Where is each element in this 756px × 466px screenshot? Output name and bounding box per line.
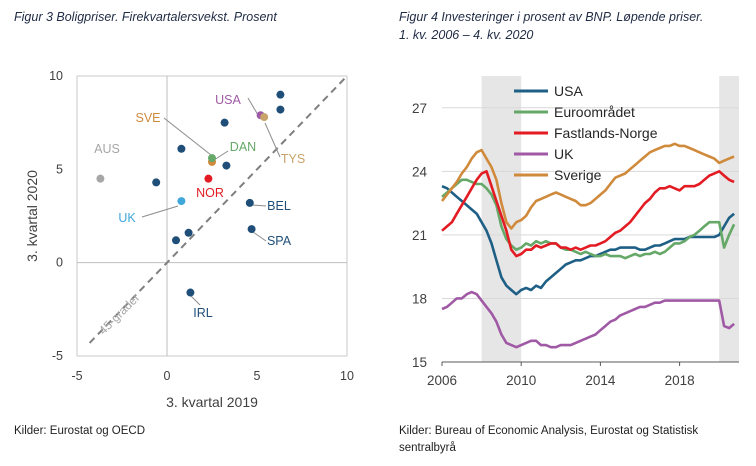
point [222,161,231,170]
point-label-tys: TYS [281,152,305,166]
y-tick-label: 24 [412,164,428,179]
point-label-bel: BEL [267,199,291,213]
point [172,236,180,245]
legend-label: UK [554,146,574,162]
figure-4-title: Figur 4 Investeringer i prosent av BNP. … [399,10,704,42]
x-tick-label: 2018 [665,373,695,388]
x-tick-label: 2010 [506,373,536,388]
series-line-euroområdet [441,178,736,260]
leader-line [247,97,259,116]
point-label-irl: IRL [193,306,213,320]
y-tick-label: 5 [56,162,63,176]
figure-3-panel: Figur 3 Boligpriser. Firekvartalersvekst… [0,0,375,466]
point [220,118,229,127]
x-tick-label: 2014 [585,373,616,388]
figure-3-title: Figur 3 Boligpriser. Firekvartalersvekst… [14,10,277,24]
leader-line [213,150,229,161]
y-tick-label: 27 [412,101,427,116]
figure-4-panel: Figur 4 Investeringer i prosent av BNP. … [392,0,756,466]
y-tick-label: -5 [52,349,63,363]
leader-line [264,122,281,158]
y-tick-label: 0 [56,256,63,270]
x-tick-label: 2006 [427,373,457,388]
point [184,228,193,237]
scatter-frame [76,75,348,357]
point [276,105,285,114]
point-label-sve: SVE [135,111,160,125]
point-label-uk: UK [118,211,136,225]
point-dan [208,154,216,163]
point-uk [177,197,186,206]
point-label-spa: SPA [267,234,292,248]
series-line-usa [441,185,735,296]
figure-3-source: Kilder: Eurostat og OECD [14,425,146,437]
point [152,178,161,187]
line-chart: 15 18 21 24 27 2006 2010 2014 2018 USA Euroområdet… [412,76,739,388]
point-label-aus: AUS [94,142,120,156]
y-axis-title: 3. kvartal 2020 [24,170,40,262]
point [276,90,285,99]
series-line-fastlands-norge [441,170,735,258]
legend-label: Fastlands-Norge [554,125,658,141]
point-label-dan: DAN [230,140,256,154]
x-tick-label: -5 [71,369,82,383]
leader-line [189,294,201,306]
leader-line [163,117,212,156]
y-tick-label: 10 [49,69,63,83]
y-tick-label: 15 [412,355,427,370]
y-tick-label: 18 [412,291,427,306]
x-tick-label: 5 [254,369,261,383]
point-aus [96,174,105,183]
series-line-uk [441,290,735,349]
legend-label: Sverige [554,167,602,183]
diagonal-45-line [88,75,348,344]
point-label-nor: NOR [196,186,224,200]
point-spa [247,225,256,234]
point-irl [186,288,195,297]
y-tick-label: 21 [412,228,427,243]
legend-label: Euroområdet [554,104,635,120]
scatter-chart: 45-grader -5 0 5 10 -5 0 5 10 3. kvartal 2019 3. k… [24,69,354,410]
legend-label: USA [554,83,583,99]
x-axis-title: 3. kvartal 2019 [166,394,258,410]
leader-line [141,205,179,218]
x-tick-label: 10 [340,369,354,383]
point-label-usa: USA [215,93,241,107]
point [177,144,186,153]
point-tys [260,113,269,122]
diagonal-label: 45-grader [96,291,143,338]
x-tick-label: 0 [164,369,171,383]
point-nor [204,174,213,183]
series-line-sverige [440,142,735,230]
leader-line [252,231,267,242]
point-bel [245,198,254,207]
leader-line [251,204,267,207]
figure-4-source: Kilder: Bureau of Economic Analysis, Eur… [399,425,699,454]
